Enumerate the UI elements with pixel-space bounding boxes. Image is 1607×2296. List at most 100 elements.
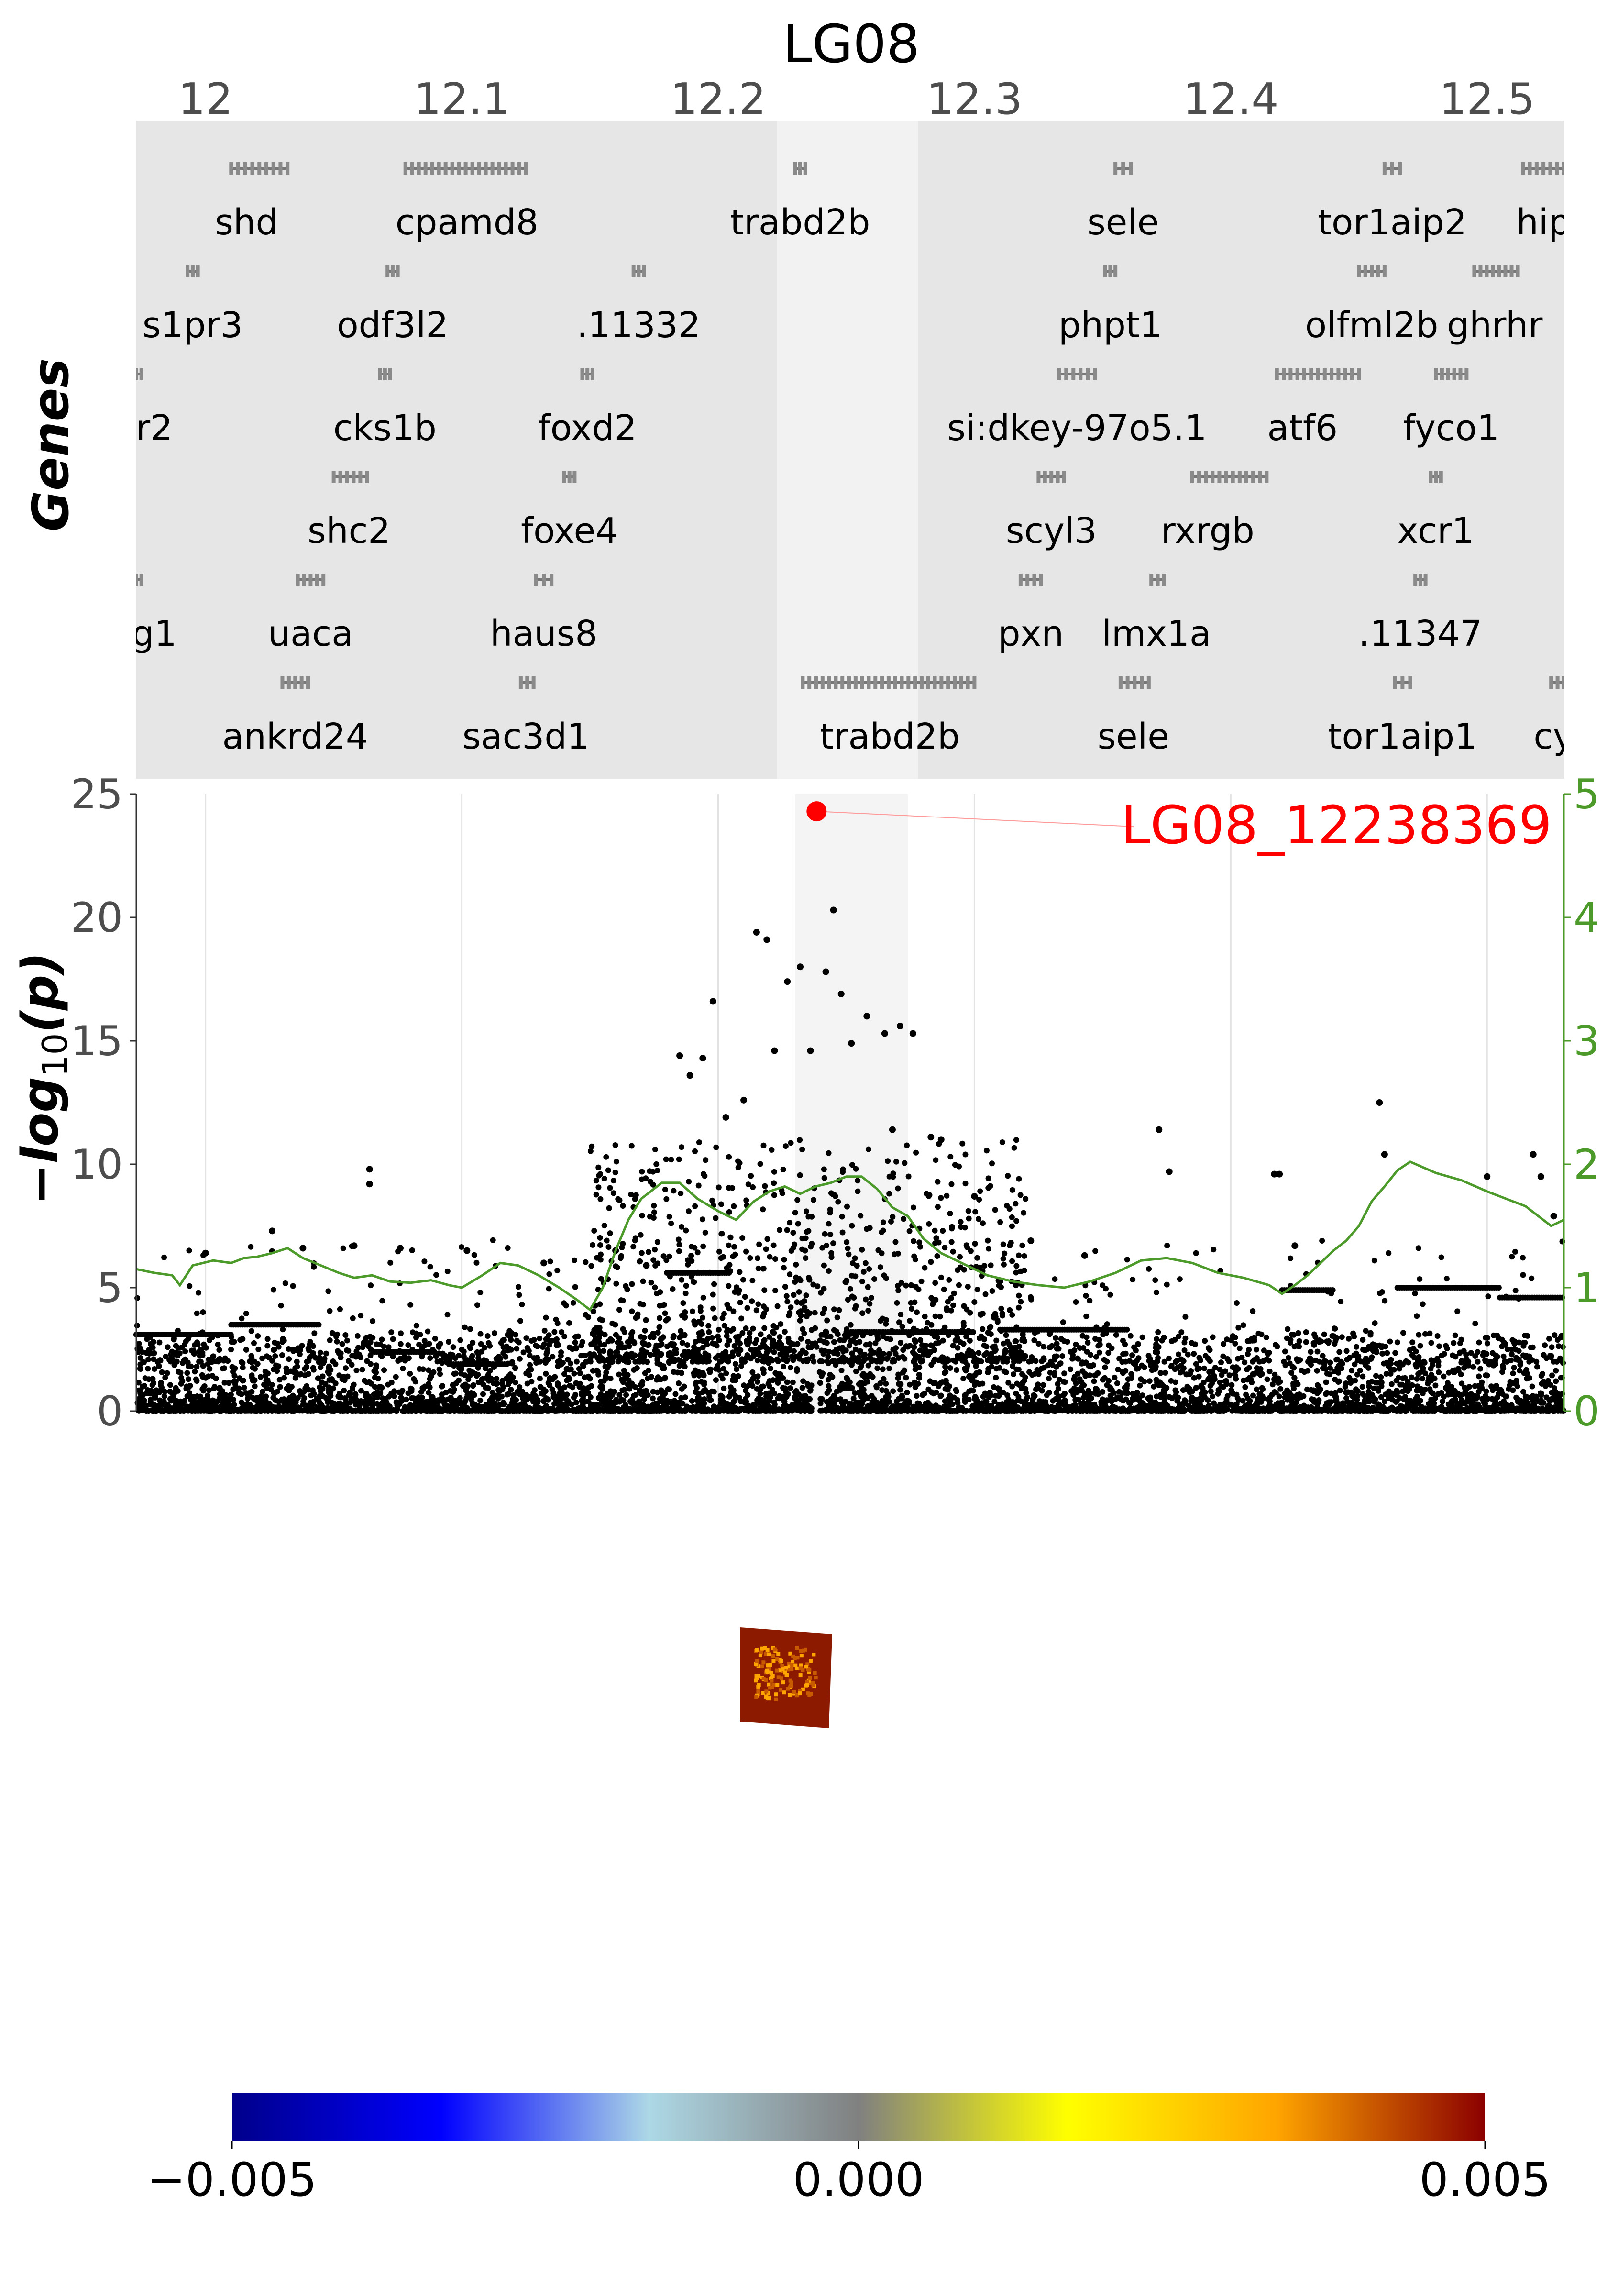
gene-exon: [542, 574, 546, 586]
snp-point: [228, 1347, 234, 1353]
snp-point: [136, 1341, 142, 1347]
snp-point: [1153, 1341, 1159, 1347]
snp-point: [1254, 1365, 1260, 1371]
snp-point: [327, 1337, 333, 1343]
snp-point: [700, 1345, 706, 1351]
snp-point: [1491, 1402, 1497, 1409]
snp-point: [1046, 1375, 1052, 1381]
snp-point: [1087, 1372, 1093, 1379]
snp-point: [1054, 1346, 1060, 1352]
gene-exon: [1357, 265, 1361, 277]
gene: rxrgb: [1161, 471, 1269, 552]
snp-point: [1115, 1366, 1121, 1372]
snp-point: [1211, 1400, 1217, 1406]
snp-point: [847, 1379, 853, 1385]
snp-point: [804, 1381, 811, 1387]
snp-point: [326, 1365, 332, 1371]
snp-point: [436, 1366, 442, 1372]
snp-point: [1382, 1408, 1388, 1414]
snp-point: [256, 1402, 263, 1408]
gene-exon: [1393, 676, 1397, 689]
gene-exon: [1251, 471, 1255, 483]
snp-point: [1560, 1407, 1566, 1413]
snp-point: [547, 1338, 553, 1344]
gene-exon: [1079, 368, 1083, 380]
snp-point: [671, 1369, 677, 1375]
snp-point: [259, 1389, 265, 1395]
gene-exon: [1478, 265, 1483, 277]
snp-point: [955, 1345, 961, 1351]
snp-point: [272, 1353, 278, 1359]
snp-point: [566, 1375, 572, 1381]
snp-point: [192, 1369, 198, 1375]
snp-point: [1427, 1330, 1433, 1336]
gene-label: lmx1a: [1101, 613, 1211, 654]
snp-point: [741, 1382, 747, 1389]
snp-point: [1277, 1386, 1284, 1392]
snp-point: [353, 1348, 360, 1355]
snp-point: [1387, 1370, 1394, 1377]
gene-exon: [1118, 676, 1123, 689]
gene-exon: [1071, 368, 1076, 380]
snp-point: [817, 1401, 824, 1407]
snp-point: [1146, 1378, 1153, 1384]
snp-point: [552, 1374, 558, 1380]
gene-exon: [1363, 265, 1367, 277]
snp-point: [194, 1339, 200, 1346]
gene: odf3l2: [337, 265, 448, 346]
snp-point: [1105, 1350, 1112, 1356]
snp-point: [188, 1363, 194, 1369]
snp-point: [1455, 1391, 1462, 1397]
snp-point: [498, 1393, 505, 1400]
snp-point: [417, 1332, 423, 1338]
snp-point: [523, 1335, 529, 1341]
snp-point: [1259, 1386, 1266, 1392]
snp-point: [362, 1398, 368, 1404]
gene-exon: [315, 574, 319, 586]
snp-point: [1393, 1391, 1399, 1398]
snp-point: [158, 1382, 164, 1389]
snp-point: [509, 1359, 515, 1365]
gene-exon: [388, 368, 392, 380]
snp-point: [1291, 1344, 1298, 1350]
snp-point: [240, 1360, 246, 1366]
snp-point: [1523, 1408, 1529, 1414]
snp-point: [480, 1391, 486, 1397]
snp-point: [219, 1388, 225, 1394]
gene-exon: [1108, 265, 1112, 277]
snp-point: [1033, 1405, 1039, 1411]
gene-exon: [443, 162, 448, 175]
gene-exon: [1049, 471, 1054, 483]
snp-point: [413, 1335, 419, 1341]
snp-point: [1224, 1336, 1230, 1343]
gene-exon: [286, 162, 290, 175]
snp-point: [631, 1367, 637, 1373]
snp-point: [1288, 1337, 1294, 1343]
snp-point: [587, 1407, 594, 1413]
snp-point: [390, 1336, 396, 1342]
gene-exon: [803, 162, 807, 175]
gene-exon: [1434, 471, 1438, 483]
snp-point: [1094, 1406, 1100, 1413]
snp-point: [1371, 1385, 1377, 1391]
snp-point: [1220, 1353, 1226, 1359]
snp-point: [1409, 1382, 1415, 1388]
gene-exon: [550, 574, 554, 586]
snp-point: [1290, 1380, 1297, 1387]
gene-exon: [1439, 471, 1443, 483]
snp-point: [484, 1333, 491, 1339]
gene-exon: [1434, 368, 1438, 380]
snp-point: [137, 1355, 143, 1361]
snp-point: [1217, 1402, 1223, 1408]
snp-point: [1384, 1350, 1390, 1356]
snp-point: [1420, 1365, 1426, 1371]
gene-exon: [236, 162, 241, 175]
gene-exon: [1408, 676, 1412, 689]
snp-point: [205, 1396, 211, 1402]
snp-point: [1056, 1377, 1062, 1383]
gene-exon: [820, 676, 825, 689]
gene-exon: [1541, 162, 1546, 175]
snp-point: [1360, 1337, 1366, 1343]
gene: g1: [132, 574, 177, 654]
